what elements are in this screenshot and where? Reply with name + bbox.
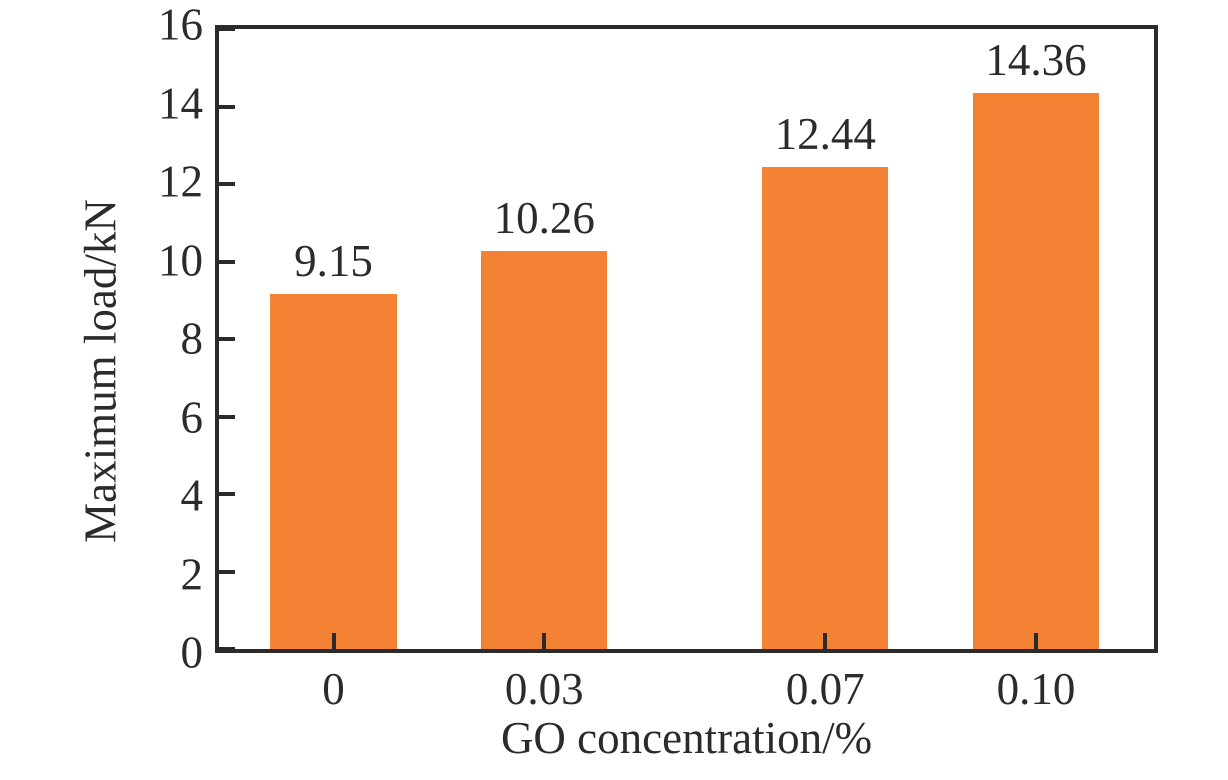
bar: [762, 166, 889, 649]
bar: [972, 92, 1100, 649]
x-tick-label: 0: [322, 664, 345, 714]
x-tick: [1033, 633, 1038, 649]
x-tick-label: 0.07: [785, 664, 865, 714]
y-tick: [219, 182, 235, 186]
y-tick: [219, 337, 235, 341]
x-axis-title: GO concentration/%: [500, 713, 873, 763]
y-tick: [219, 414, 235, 419]
x-tick-labels: 0 0.03 0.07 0.10: [219, 667, 1154, 719]
y-tick-label: 12: [158, 156, 203, 207]
bar-value-label: 9.15: [294, 236, 373, 287]
x-tick: [823, 633, 828, 649]
x-tick-label: 0.03: [504, 664, 584, 714]
y-tick-label: 4: [180, 470, 204, 521]
x-tick: [542, 633, 547, 649]
y-tick: [219, 647, 235, 651]
y-tick-label: 10: [158, 235, 203, 285]
y-tick: [219, 104, 235, 109]
y-tick: [219, 27, 235, 31]
x-tick-label: 0.10: [996, 664, 1076, 714]
y-tick-label: 2: [180, 549, 204, 599]
y-tick: [219, 569, 235, 574]
y-tick: [219, 259, 235, 264]
bar-value-label: 14.36: [985, 34, 1087, 85]
bar-value-label: 12.44: [774, 108, 876, 159]
plot-area: 9.15 10.26 12.44 14.36: [215, 25, 1158, 653]
y-tick-label: 16: [158, 0, 203, 50]
y-tick: [219, 492, 235, 496]
bar-value-label: 10.26: [493, 193, 595, 244]
y-tick-label: 0: [180, 627, 204, 678]
x-tick: [331, 633, 336, 649]
bar: [270, 294, 397, 649]
y-tick-label: 6: [180, 392, 204, 442]
y-tick-label: 8: [180, 313, 204, 364]
plot-inner: 9.15 10.26 12.44 14.36: [219, 27, 1154, 651]
y-tick-label: 14: [158, 78, 203, 128]
bar: [481, 251, 608, 649]
y-tick-labels: 0 2 4 6 8 10 12 14 16: [0, 2, 204, 675]
